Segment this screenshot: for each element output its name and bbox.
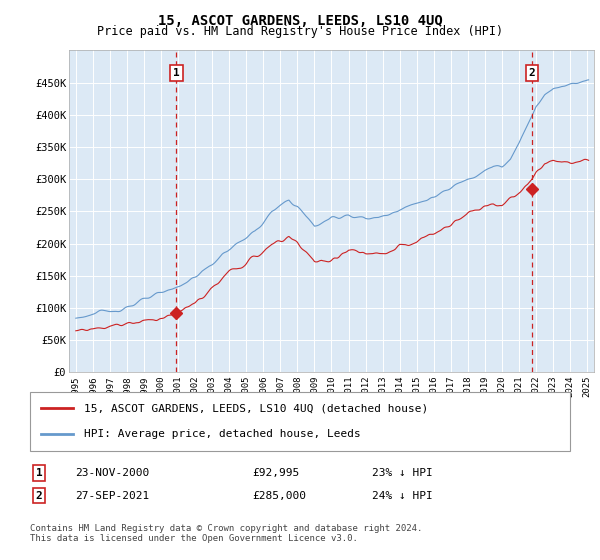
Text: 23% ↓ HPI: 23% ↓ HPI: [372, 468, 433, 478]
FancyBboxPatch shape: [30, 392, 570, 451]
Text: 24% ↓ HPI: 24% ↓ HPI: [372, 491, 433, 501]
Text: £92,995: £92,995: [252, 468, 299, 478]
Text: 27-SEP-2021: 27-SEP-2021: [75, 491, 149, 501]
Text: 2: 2: [35, 491, 43, 501]
Text: Price paid vs. HM Land Registry's House Price Index (HPI): Price paid vs. HM Land Registry's House …: [97, 25, 503, 38]
Text: Contains HM Land Registry data © Crown copyright and database right 2024.
This d: Contains HM Land Registry data © Crown c…: [30, 524, 422, 543]
Text: 2: 2: [529, 68, 535, 78]
Text: 1: 1: [173, 68, 180, 78]
Text: 15, ASCOT GARDENS, LEEDS, LS10 4UQ: 15, ASCOT GARDENS, LEEDS, LS10 4UQ: [158, 14, 442, 28]
Text: HPI: Average price, detached house, Leeds: HPI: Average price, detached house, Leed…: [84, 430, 361, 440]
Text: 23-NOV-2000: 23-NOV-2000: [75, 468, 149, 478]
Text: 1: 1: [35, 468, 43, 478]
Text: £285,000: £285,000: [252, 491, 306, 501]
Text: 15, ASCOT GARDENS, LEEDS, LS10 4UQ (detached house): 15, ASCOT GARDENS, LEEDS, LS10 4UQ (deta…: [84, 403, 428, 413]
